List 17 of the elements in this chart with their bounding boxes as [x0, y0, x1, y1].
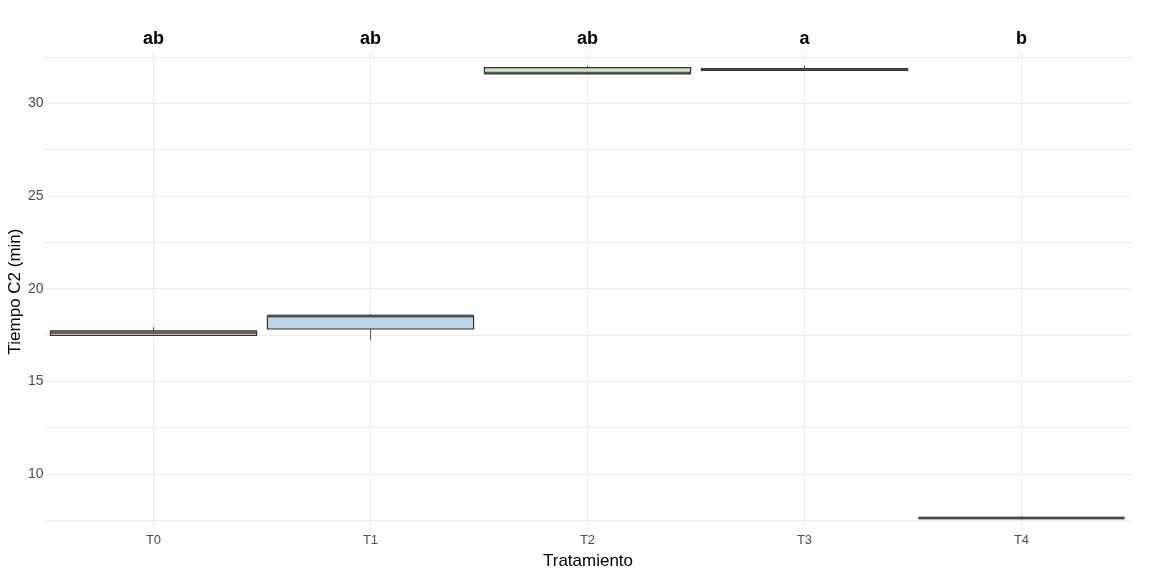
y-tick-label: 25 — [27, 187, 44, 204]
x-tick-label: T2 — [579, 531, 596, 547]
text: ab — [576, 28, 599, 48]
x-tick-label: T1 — [362, 531, 379, 547]
y-tick-label: 30 — [27, 94, 44, 111]
x-axis-title: Tratamiento — [542, 550, 634, 570]
y-tick-label: 15 — [27, 372, 44, 389]
y-tick-label: 10 — [27, 465, 44, 482]
text: a — [799, 28, 811, 48]
x-tick-label: T3 — [796, 531, 813, 547]
x-tick-label: T0 — [145, 531, 162, 547]
text: ab — [142, 28, 165, 48]
text: ab — [359, 28, 382, 48]
text: b — [1016, 28, 1027, 48]
y-tick-label: 20 — [27, 279, 44, 296]
y-axis-title: Tiempo C2 (min) — [4, 228, 24, 355]
x-tick-label: T4 — [1013, 531, 1030, 547]
